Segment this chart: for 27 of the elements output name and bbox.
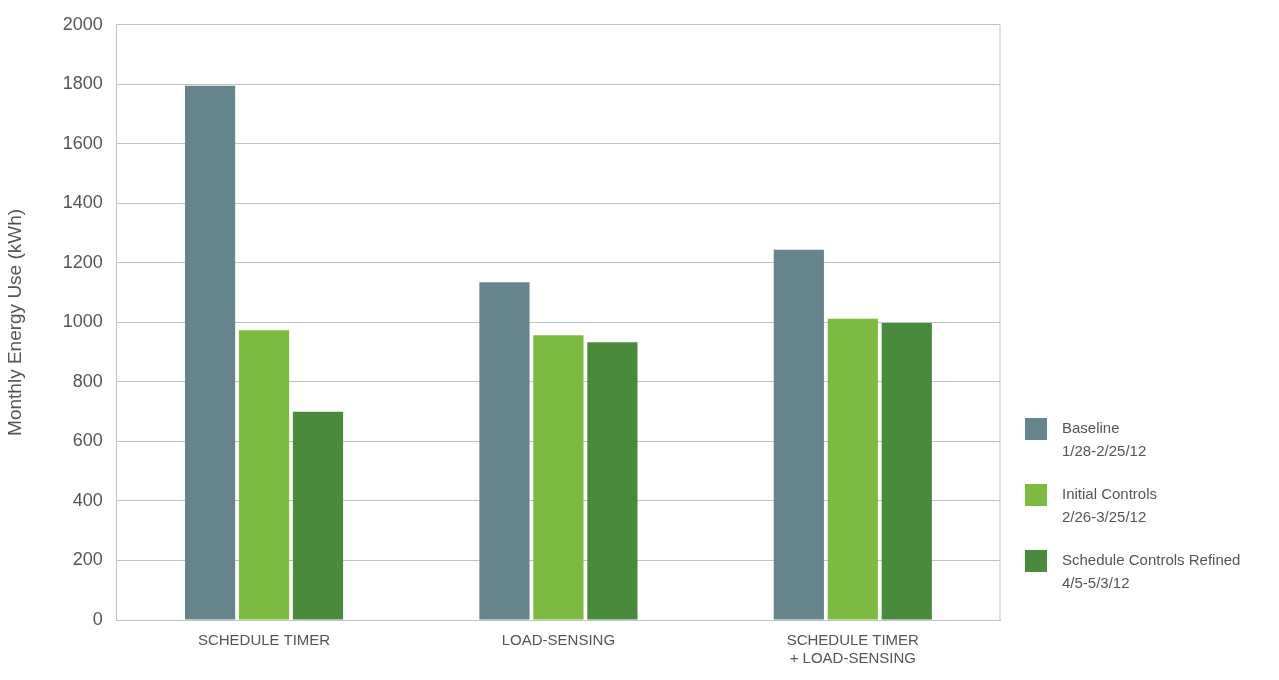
- y-tick-label: 1200: [62, 251, 103, 272]
- x-tick-label: LOAD-SENSING: [501, 631, 616, 649]
- bar: [184, 85, 236, 620]
- y-tick-label: 0: [92, 608, 103, 629]
- y-tick-label: 600: [72, 430, 103, 451]
- bar: [479, 282, 530, 620]
- bar: [773, 249, 824, 620]
- y-tick-label: 200: [72, 549, 103, 570]
- bar: [238, 330, 290, 620]
- y-tick-label: 800: [72, 370, 103, 391]
- bar: [827, 318, 878, 620]
- y-tick-label: 2000: [62, 13, 103, 34]
- y-tick-label: 400: [72, 489, 103, 510]
- bar: [292, 411, 344, 620]
- y-tick-label: 1400: [62, 192, 103, 213]
- legend-label: Initial Controls 2/26-3/25/12: [1062, 484, 1158, 527]
- bar: [881, 323, 932, 620]
- bar: [587, 342, 638, 620]
- y-axis-title: Monthly Energy Use (kWh): [3, 208, 25, 436]
- x-tick-label: SCHEDULE TIMER + LOAD-SENSING: [786, 631, 920, 667]
- legend-label: Baseline 1/28-2/25/12: [1062, 418, 1147, 461]
- x-tick-label: SCHEDULE TIMER: [197, 631, 331, 649]
- legend-label: Schedule Controls Refined 4/5-5/3/12: [1062, 550, 1241, 593]
- y-tick-label: 1600: [62, 132, 103, 153]
- bar: [533, 335, 584, 620]
- y-tick-label: 1800: [62, 73, 103, 94]
- y-tick-label: 1000: [62, 311, 103, 332]
